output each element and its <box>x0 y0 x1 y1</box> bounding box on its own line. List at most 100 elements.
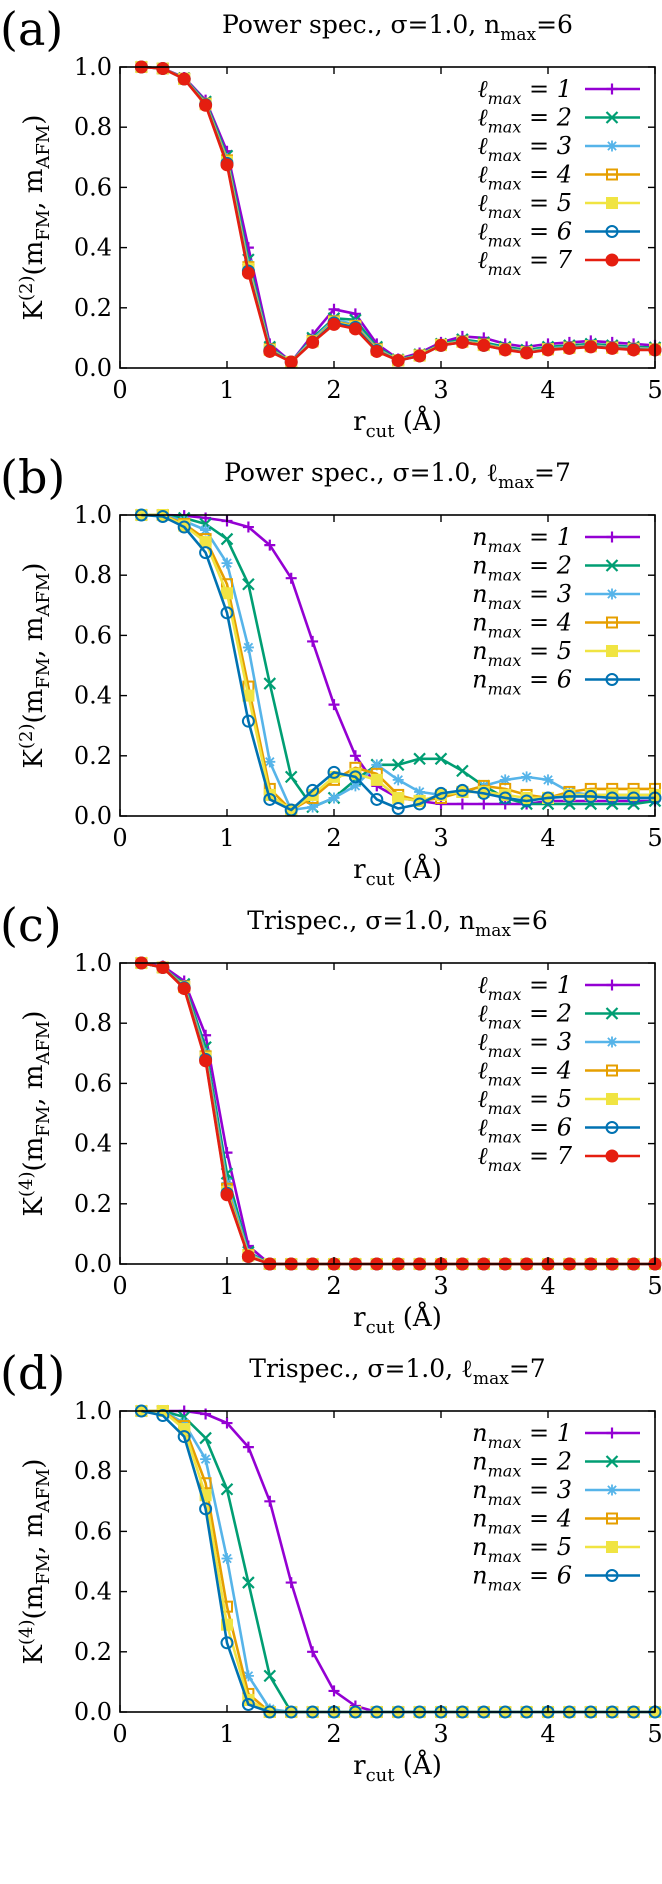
x-tick-label: 4 <box>540 376 555 404</box>
series-line <box>141 65 655 364</box>
series-line <box>141 961 655 1266</box>
legend-label: nmax = 6 <box>472 666 572 699</box>
data-point <box>285 1577 297 1589</box>
legend-marker <box>606 616 618 629</box>
legend-marker <box>605 253 619 267</box>
data-point <box>264 756 276 768</box>
data-point <box>200 524 212 536</box>
plot-frame <box>119 1410 656 1713</box>
x-tick-label: 4 <box>540 824 555 852</box>
series-line <box>141 65 656 364</box>
series-line <box>141 1409 655 1714</box>
x-tick-label: 1 <box>219 376 234 404</box>
series-1 <box>135 508 662 814</box>
y-axis-label: K(2)(mFM, mAFM) <box>16 115 54 321</box>
legend-marker <box>606 1512 618 1525</box>
y-tick-label: 0.6 <box>74 621 112 649</box>
data-point <box>285 572 297 584</box>
y-tick-label: 0.6 <box>74 173 112 201</box>
data-point <box>220 1188 234 1202</box>
data-point <box>221 1618 233 1631</box>
panel-label: (d) <box>0 1346 65 1400</box>
data-point <box>221 557 233 569</box>
data-point <box>242 577 255 591</box>
data-point <box>328 699 340 711</box>
y-tick-label: 0.0 <box>74 354 112 382</box>
legend-marker <box>606 645 618 657</box>
data-point <box>241 714 255 728</box>
legend-label: nmax = 6 <box>472 1562 572 1595</box>
x-tick-label: 3 <box>433 1720 448 1748</box>
data-point <box>627 343 641 357</box>
data-point <box>156 1409 170 1423</box>
data-point <box>263 792 277 806</box>
data-point <box>221 587 233 600</box>
x-tick-label: 4 <box>540 1272 555 1300</box>
panel-2: (c) Trispec., σ=1.0, nmax=6 0 1 2 3 4 5 0.0 0.2 0.… <box>0 898 662 1338</box>
data-point <box>177 520 191 534</box>
legend-marker <box>605 1007 619 1020</box>
legend-label: nmax = 4 <box>472 1505 572 1538</box>
x-tick-label: 1 <box>219 824 234 852</box>
legend-marker <box>606 531 618 543</box>
series-0 <box>135 61 661 368</box>
x-tick-label: 4 <box>540 1720 555 1748</box>
data-point <box>328 1685 340 1697</box>
x-tick-label: 2 <box>326 1720 341 1748</box>
legend-marker <box>606 588 618 600</box>
x-tick-label: 3 <box>433 824 448 852</box>
panel-label: (a) <box>0 2 63 56</box>
y-tick-label: 0.8 <box>74 113 112 141</box>
data-point <box>199 1431 212 1445</box>
series-line <box>141 961 655 1266</box>
legend-marker <box>605 111 619 124</box>
x-tick-label: 5 <box>647 1272 662 1300</box>
data-point <box>498 343 512 357</box>
panel-label: (b) <box>0 450 65 504</box>
legend-marker <box>606 1541 618 1553</box>
y-tick-label: 0.4 <box>74 234 112 262</box>
data-point <box>455 335 469 349</box>
data-point <box>178 1417 190 1429</box>
data-point <box>221 1552 233 1564</box>
legend-marker <box>606 83 618 95</box>
legend-label: ℓmax = 3 <box>478 1028 572 1061</box>
data-point <box>434 338 448 352</box>
x-tick-label: 2 <box>326 824 341 852</box>
series-5 <box>134 1404 662 1719</box>
legend-label: ℓmax = 4 <box>478 161 572 194</box>
data-point <box>199 1054 213 1068</box>
y-tick-label: 0.0 <box>74 1250 112 1278</box>
legend-label: nmax = 5 <box>472 1533 572 1566</box>
series-line <box>141 513 656 809</box>
legend-marker <box>605 673 619 686</box>
data-point <box>541 791 555 805</box>
data-point <box>220 532 234 546</box>
y-tick-label: 0.4 <box>74 1130 112 1158</box>
legend-marker <box>606 1427 618 1439</box>
data-point <box>263 1669 277 1683</box>
legend-marker <box>606 979 618 991</box>
legend-marker <box>606 1484 618 1496</box>
x-axis-label: rcut (Å) <box>353 853 442 890</box>
data-point <box>328 303 340 315</box>
data-point <box>199 1489 212 1502</box>
data-point <box>156 510 170 524</box>
data-point <box>263 677 277 690</box>
data-point <box>178 1423 191 1436</box>
data-point <box>520 794 534 808</box>
data-point <box>177 1430 191 1444</box>
legend-marker <box>605 1149 619 1163</box>
data-point <box>264 1495 276 1507</box>
series-line <box>141 961 655 1266</box>
series-6 <box>134 60 662 369</box>
x-tick-label: 2 <box>326 1272 341 1300</box>
legend-marker <box>605 225 619 238</box>
data-point <box>307 635 319 647</box>
legend-label: nmax = 3 <box>472 1476 572 1509</box>
legend-marker <box>606 1093 618 1105</box>
data-point <box>242 641 254 653</box>
x-tick-label: 0 <box>112 824 127 852</box>
data-point <box>434 786 448 800</box>
